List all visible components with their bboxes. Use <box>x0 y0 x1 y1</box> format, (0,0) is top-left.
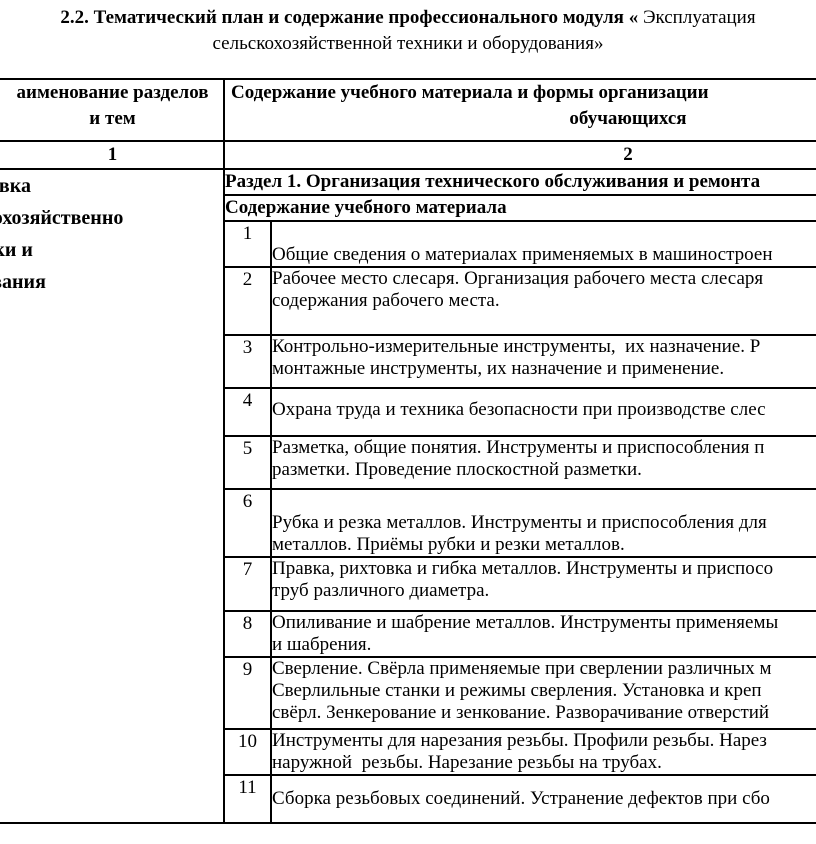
table-row: 11 Сборка резьбовых соединений. Устранен… <box>0 774 816 824</box>
section-title: Раздел 1. Организация технического обслу… <box>222 168 816 196</box>
row-number: 6 <box>223 488 272 558</box>
row-number: 7 <box>223 556 272 612</box>
row-text: Сборка резьбовых соединений. Устранение … <box>269 774 816 824</box>
table-row: 2 Рабочее место слесаря. Организация раб… <box>0 266 816 336</box>
table-header-row: аименование разделов и тем Содержание уч… <box>0 78 816 142</box>
document-title: 2.2. Тематический план и содержание проф… <box>0 5 816 57</box>
table-row: 7 Правка, рихтовка и гибка металлов. Инс… <box>0 556 816 612</box>
row-number: 4 <box>223 387 272 437</box>
header-content-label-line2: обучающихся <box>569 108 687 129</box>
row-number: 9 <box>223 656 272 730</box>
table-row: 9 Сверление. Свёрла применяемые при свер… <box>0 656 816 730</box>
title-line-1-regular: Эксплуатация <box>638 7 756 28</box>
row-text: Общие сведения о материалах применяемых … <box>269 220 816 268</box>
column-number-2: 2 <box>222 140 816 170</box>
content-label: Содержание учебного материала <box>222 194 816 222</box>
row-text: Разметка, общие понятия. Инструменты и п… <box>269 435 816 490</box>
content-label-row: Содержание учебного материала <box>0 194 816 222</box>
header-content-label-line1: Содержание учебного материала и формы ор… <box>231 82 709 103</box>
row-number: 1 <box>223 220 272 268</box>
table-row: 4 Охрана труда и техника безопасности пр… <box>0 387 816 437</box>
row-number: 8 <box>223 610 272 658</box>
header-cell-sections: аименование разделов и тем <box>0 78 225 142</box>
column-number-1: 1 <box>0 140 225 170</box>
row-text: Инструменты для нарезания резьбы. Профил… <box>269 728 816 776</box>
table-row: 5 Разметка, общие понятия. Инструменты и… <box>0 435 816 490</box>
row-text: Охрана труда и техника безопасности при … <box>269 387 816 437</box>
table-row: 8 Опиливание и шабрение металлов. Инстру… <box>0 610 816 658</box>
row-text: Контрольно-измерительные инструменты, их… <box>269 334 816 389</box>
title-line-2: сельскохозяйственной техники и оборудова… <box>212 33 604 54</box>
title-line-1-bold: 2.2. Тематический план и содержание проф… <box>60 7 639 28</box>
row-number: 11 <box>223 774 272 824</box>
table-row: 6 Рубка и резка металлов. Инструменты и … <box>0 488 816 558</box>
table-row: 3 Контрольно-измерительные инструменты, … <box>0 334 816 389</box>
title-line-1: 2.2. Тематический план и содержание проф… <box>0 5 816 31</box>
theme-title-cell: одготовка ельскохозяйственно техники и о… <box>0 168 225 824</box>
row-number: 2 <box>223 266 272 336</box>
table-row: 1 Общие сведения о материалах применяемы… <box>0 220 816 268</box>
row-text: Правка, рихтовка и гибка металлов. Инстр… <box>269 556 816 612</box>
row-number: 10 <box>223 728 272 776</box>
column-number-row: 1 2 <box>0 140 816 170</box>
thematic-plan-table: аименование разделов и тем Содержание уч… <box>0 78 816 824</box>
row-number: 5 <box>223 435 272 490</box>
header-sections-label: аименование разделов и тем <box>16 82 209 129</box>
row-text: Опиливание и шабрение металлов. Инструме… <box>269 610 816 658</box>
row-text: Рубка и резка металлов. Инструменты и пр… <box>269 488 816 558</box>
row-text: Сверление. Свёрла применяемые при сверле… <box>269 656 816 730</box>
row-text: Рабочее место слесаря. Организация рабоч… <box>269 266 816 336</box>
table-row: 10 Инструменты для нарезания резьбы. Про… <box>0 728 816 776</box>
header-cell-content: Содержание учебного материала и формы ор… <box>222 78 816 142</box>
section-title-row: одготовка ельскохозяйственно техники и о… <box>0 168 816 824</box>
row-number: 3 <box>223 334 272 389</box>
